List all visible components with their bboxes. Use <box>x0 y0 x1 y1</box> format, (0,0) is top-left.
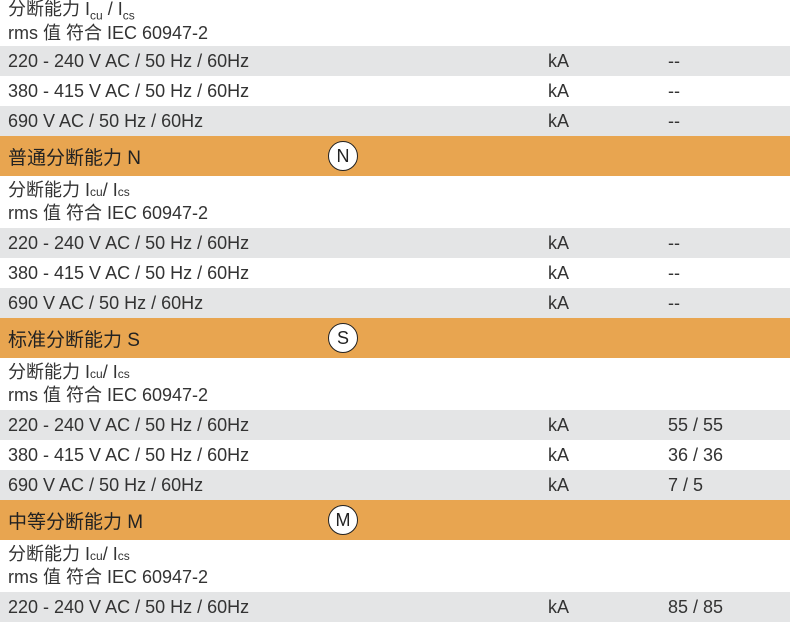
row-label: 380 - 415 V AC / 50 Hz / 60Hz <box>8 263 548 284</box>
row-label: 380 - 415 V AC / 50 Hz / 60Hz <box>8 445 548 466</box>
row-value: -- <box>668 263 782 284</box>
row-unit: kA <box>548 293 668 314</box>
row-unit: kA <box>548 475 668 496</box>
row-value: 55 / 55 <box>668 415 782 436</box>
param-line-1: 分断能力 Icu / Ics <box>8 179 782 202</box>
param-line-2: rms 值 符合 IEC 60947-2 <box>8 384 782 407</box>
row-label: 220 - 240 V AC / 50 Hz / 60Hz <box>8 51 548 72</box>
row-value: 7 / 5 <box>668 475 782 496</box>
header-icon-wrap: S <box>328 323 358 353</box>
row-unit: kA <box>548 111 668 132</box>
header-icon-wrap: M <box>328 505 358 535</box>
row-unit: kA <box>548 51 668 72</box>
data-row: 380 - 415 V AC / 50 Hz / 60Hz kA -- <box>0 76 790 106</box>
row-label: 690 V AC / 50 Hz / 60Hz <box>8 475 548 496</box>
param-line-2: rms 值 符合 IEC 60947-2 <box>8 566 782 589</box>
section-header-n: 普通分断能力 N N <box>0 136 790 176</box>
header-title: 普通分断能力 N <box>8 143 328 170</box>
row-unit: kA <box>548 445 668 466</box>
param-line-1: 分断能力 Icu / Ics <box>8 361 782 384</box>
rms-line: rms 值 符合 IEC 60947-2 <box>0 18 790 46</box>
param-row: 分断能力 Icu / Ics rms 值 符合 IEC 60947-2 <box>0 176 790 228</box>
rms-text: rms 值 符合 IEC 60947-2 <box>8 19 208 45</box>
letter-m-icon: M <box>328 505 358 535</box>
letter-n-icon: N <box>328 141 358 171</box>
section-header-s: 标准分断能力 S S <box>0 318 790 358</box>
row-unit: kA <box>548 81 668 102</box>
param-line-1: 分断能力 Icu / Ics <box>8 543 782 566</box>
data-row: 220 - 240 V AC / 50 Hz / 60Hz kA -- <box>0 46 790 76</box>
row-label: 380 - 415 V AC / 50 Hz / 60Hz <box>8 81 548 102</box>
row-value: -- <box>668 111 782 132</box>
section-header-m: 中等分断能力 M M <box>0 500 790 540</box>
data-row: 690 V AC / 50 Hz / 60Hz kA -- <box>0 288 790 318</box>
data-row: 690 V AC / 50 Hz / 60Hz kA -- <box>0 106 790 136</box>
row-value: 85 / 85 <box>668 597 782 618</box>
header-title: 中等分断能力 M <box>8 507 328 534</box>
data-row: 380 - 415 V AC / 50 Hz / 60Hz kA 36 / 36 <box>0 440 790 470</box>
row-label: 690 V AC / 50 Hz / 60Hz <box>8 111 548 132</box>
row-label: 220 - 240 V AC / 50 Hz / 60Hz <box>8 233 548 254</box>
data-row: 380 - 415 V AC / 50 Hz / 60Hz kA -- <box>0 258 790 288</box>
row-unit: kA <box>548 597 668 618</box>
row-unit: kA <box>548 263 668 284</box>
row-value: -- <box>668 293 782 314</box>
row-value: 36 / 36 <box>668 445 782 466</box>
row-value: -- <box>668 233 782 254</box>
data-row: 220 - 240 V AC / 50 Hz / 60Hz kA 55 / 55 <box>0 410 790 440</box>
data-row: 220 - 240 V AC / 50 Hz / 60Hz kA 85 / 85 <box>0 592 790 622</box>
data-row: 220 - 240 V AC / 50 Hz / 60Hz kA -- <box>0 228 790 258</box>
param-row: 分断能力 Icu / Ics rms 值 符合 IEC 60947-2 <box>0 358 790 410</box>
row-label: 220 - 240 V AC / 50 Hz / 60Hz <box>8 597 548 618</box>
row-value: -- <box>668 51 782 72</box>
header-title: 标准分断能力 S <box>8 325 328 352</box>
param-top-partial: 分断能力 Icu / Ics <box>0 0 790 18</box>
row-label: 690 V AC / 50 Hz / 60Hz <box>8 293 548 314</box>
row-value: -- <box>668 81 782 102</box>
row-label: 220 - 240 V AC / 50 Hz / 60Hz <box>8 415 548 436</box>
header-icon-wrap: N <box>328 141 358 171</box>
param-row: 分断能力 Icu / Ics rms 值 符合 IEC 60947-2 <box>0 540 790 592</box>
data-row: 690 V AC / 50 Hz / 60Hz kA 7 / 5 <box>0 470 790 500</box>
param-line-2: rms 值 符合 IEC 60947-2 <box>8 202 782 225</box>
row-unit: kA <box>548 415 668 436</box>
row-unit: kA <box>548 233 668 254</box>
letter-s-icon: S <box>328 323 358 353</box>
